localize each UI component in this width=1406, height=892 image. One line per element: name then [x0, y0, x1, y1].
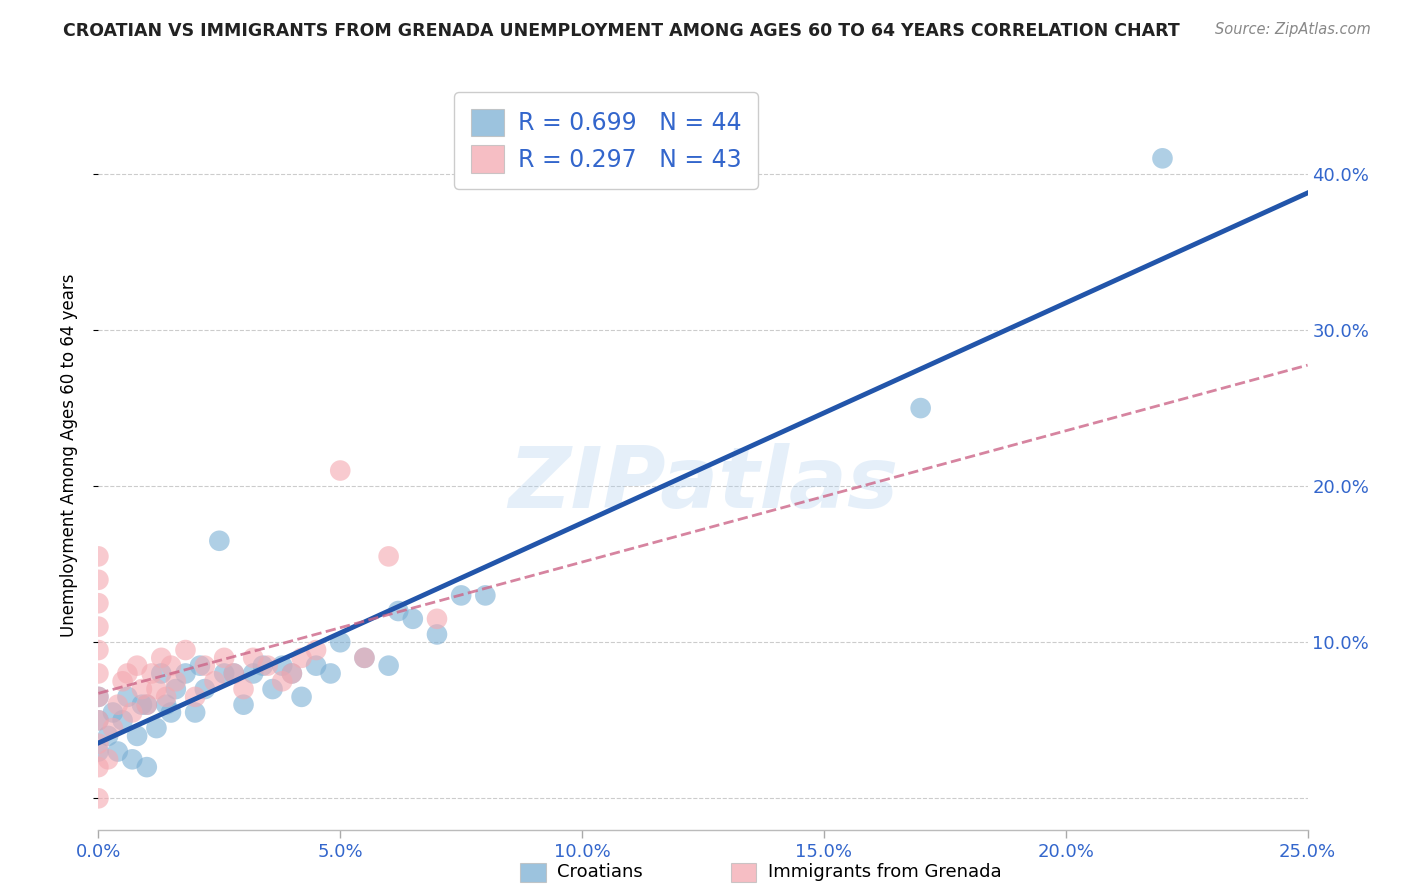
Point: [87, 760, 110, 774]
Point: [87, 666, 110, 681]
Point: [426, 612, 449, 626]
Point: [117, 690, 139, 704]
Point: [165, 674, 187, 689]
Point: [87, 573, 110, 587]
Point: [87, 744, 110, 758]
Point: [174, 666, 197, 681]
Text: Source: ZipAtlas.com: Source: ZipAtlas.com: [1215, 22, 1371, 37]
Point: [290, 690, 312, 704]
Point: [194, 682, 217, 697]
Point: [377, 658, 399, 673]
Point: [101, 706, 124, 720]
Point: [87, 596, 110, 610]
Point: [194, 658, 217, 673]
Point: [121, 752, 143, 766]
Text: CROATIAN VS IMMIGRANTS FROM GRENADA UNEMPLOYMENT AMONG AGES 60 TO 64 YEARS CORRE: CROATIAN VS IMMIGRANTS FROM GRENADA UNEM…: [63, 22, 1180, 40]
Point: [135, 698, 157, 712]
Point: [474, 589, 496, 603]
Point: [212, 666, 235, 681]
Point: [165, 682, 187, 697]
Point: [305, 658, 328, 673]
Point: [387, 604, 409, 618]
Point: [426, 627, 449, 641]
Point: [101, 721, 124, 735]
Point: [87, 714, 110, 728]
Text: ZIPatlas: ZIPatlas: [508, 443, 898, 526]
Point: [121, 706, 143, 720]
Point: [111, 714, 134, 728]
Point: [329, 464, 352, 478]
Point: [150, 651, 173, 665]
Point: [271, 674, 294, 689]
Point: [107, 698, 129, 712]
Point: [184, 706, 207, 720]
Point: [135, 698, 157, 712]
Point: [87, 643, 110, 657]
Point: [910, 401, 932, 416]
Point: [184, 690, 207, 704]
Point: [145, 721, 167, 735]
Point: [262, 682, 284, 697]
Point: [281, 666, 304, 681]
Point: [305, 643, 328, 657]
Point: [208, 533, 231, 548]
Y-axis label: Unemployment Among Ages 60 to 64 years: Unemployment Among Ages 60 to 64 years: [59, 273, 77, 637]
Point: [117, 666, 139, 681]
Point: [87, 791, 110, 805]
Point: [111, 674, 134, 689]
Point: [127, 729, 149, 743]
Point: [160, 658, 183, 673]
Point: [174, 643, 197, 657]
Point: [150, 666, 173, 681]
Point: [87, 737, 110, 751]
Point: [87, 714, 110, 728]
Point: [155, 690, 177, 704]
Point: [402, 612, 425, 626]
Point: [242, 666, 264, 681]
Point: [281, 666, 304, 681]
Point: [252, 658, 274, 673]
Point: [87, 549, 110, 564]
Point: [107, 744, 129, 758]
Point: [450, 589, 472, 603]
Point: [127, 658, 149, 673]
Point: [242, 651, 264, 665]
Point: [271, 658, 294, 673]
Point: [97, 729, 120, 743]
Point: [160, 706, 183, 720]
Text: Croatians: Croatians: [557, 863, 643, 881]
Point: [97, 752, 120, 766]
Point: [222, 666, 245, 681]
Point: [353, 651, 375, 665]
Point: [87, 690, 110, 704]
Point: [212, 651, 235, 665]
Point: [1152, 152, 1174, 166]
Point: [232, 682, 254, 697]
Text: Immigrants from Grenada: Immigrants from Grenada: [768, 863, 1001, 881]
Point: [232, 698, 254, 712]
Point: [135, 760, 157, 774]
Point: [204, 674, 226, 689]
Point: [329, 635, 352, 649]
Point: [131, 682, 153, 697]
Point: [222, 666, 245, 681]
Point: [319, 666, 342, 681]
Point: [188, 658, 211, 673]
Point: [141, 666, 163, 681]
Point: [87, 690, 110, 704]
Point: [290, 651, 312, 665]
Point: [155, 698, 177, 712]
Point: [377, 549, 399, 564]
Point: [145, 682, 167, 697]
Point: [87, 620, 110, 634]
Point: [256, 658, 278, 673]
Point: [353, 651, 375, 665]
Legend: R = 0.699   N = 44, R = 0.297   N = 43: R = 0.699 N = 44, R = 0.297 N = 43: [454, 92, 758, 189]
Point: [131, 698, 153, 712]
